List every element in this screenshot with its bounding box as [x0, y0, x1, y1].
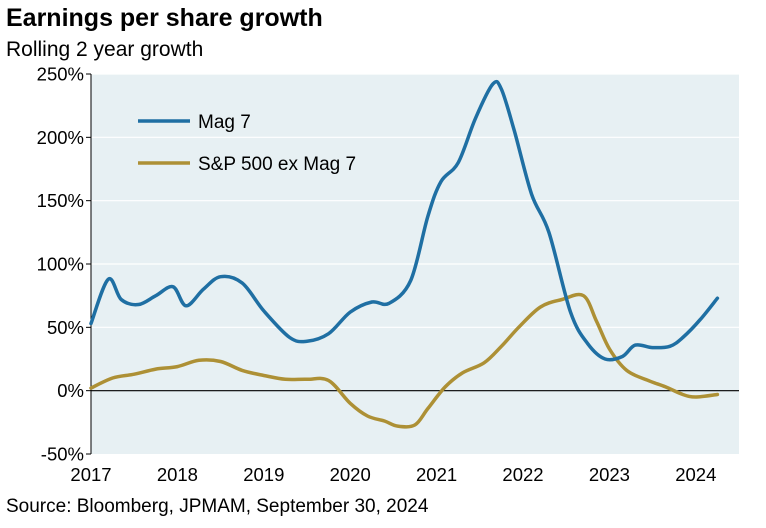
x-tick-label: 2018: [157, 464, 198, 485]
y-axis: -50% 0% 50% 100% 150% 200% 250%: [37, 64, 91, 465]
source-note: Source: Bloomberg, JPMAM, September 30, …: [6, 496, 429, 517]
legend-label-mag7: Mag 7: [198, 112, 251, 133]
y-tick-label: 50%: [47, 317, 84, 338]
y-tick-label: 150%: [37, 190, 84, 211]
gridlines: [91, 73, 739, 328]
legend-label-sp500-ex-mag7: S&P 500 ex Mag 7: [198, 154, 356, 175]
chart-title: Earnings per share growth: [6, 4, 323, 32]
legend: Mag 7 S&P 500 ex Mag 7: [138, 112, 356, 175]
y-tick-label: 100%: [37, 254, 84, 275]
x-tick-label: 2023: [589, 464, 630, 485]
chart-subtitle: Rolling 2 year growth: [6, 38, 204, 61]
x-tick-label: 2019: [243, 464, 284, 485]
y-tick-label: 200%: [37, 127, 84, 148]
series-line-mag7: [89, 79, 720, 362]
x-tick-label: 2024: [675, 464, 716, 485]
y-tick-label: 250%: [37, 64, 84, 85]
x-tick-label: 2022: [502, 464, 543, 485]
x-tick-label: 2021: [416, 464, 457, 485]
x-tick-label: 2020: [330, 464, 371, 485]
series-line-sp500-ex-mag7: [89, 292, 720, 429]
y-tick-label: 0%: [57, 380, 84, 401]
x-axis: 2017 2018 2019 2020 2021 2022 2023 2024: [70, 464, 716, 485]
line-chart: -50%0%50%100%150%200%250% 2017 2018 2019 20…: [37, 64, 739, 485]
x-tick-label: 2017: [70, 464, 111, 485]
series-lines: [89, 79, 720, 429]
y-tick-label: -50%: [41, 444, 84, 465]
